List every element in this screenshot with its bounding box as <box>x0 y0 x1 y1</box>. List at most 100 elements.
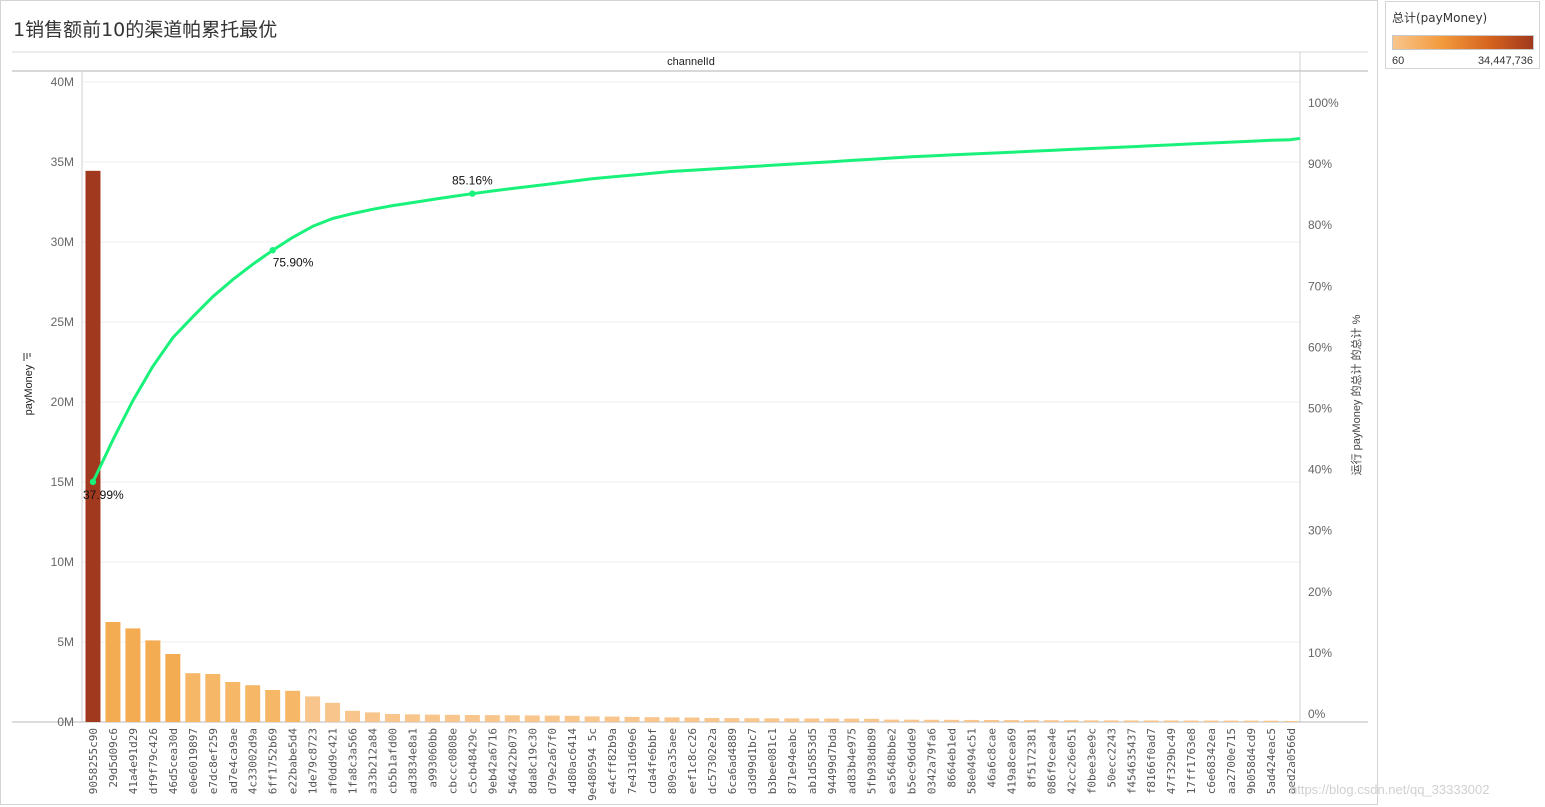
x-tick-label: 17ff1763e8 <box>1185 728 1198 794</box>
x-tick-label: af0dd9c421 <box>327 728 340 794</box>
x-tick-label: 546422b073 <box>506 728 519 794</box>
x-tick-label: ea5648bbe2 <box>886 728 899 794</box>
x-axis-category-labels: 9058255c90 29d5d09c6 41a4e91d29 df9f79c426 4… <box>87 728 1298 801</box>
y-left-tick-label: 40M <box>51 75 74 89</box>
bar <box>225 682 241 722</box>
x-tick-label: eef1c8cc26 <box>686 728 699 794</box>
x-tick-label: 809ca35aee <box>666 728 679 794</box>
x-tick-label: 9b058d4cd9 <box>1245 728 1258 794</box>
x-tick-label: a33b212a84 <box>367 728 380 795</box>
x-tick-label: 46d5cea30d <box>167 728 180 794</box>
column-header: channelId <box>667 56 715 68</box>
bar <box>265 690 281 722</box>
bar <box>305 696 321 722</box>
bar <box>504 715 520 722</box>
x-tick-label: ad83b4e975 <box>846 728 859 794</box>
x-tick-label: 9058255c90 <box>87 728 100 794</box>
x-tick-label: 419a8cea69 <box>1005 728 1018 794</box>
bar <box>484 715 500 722</box>
bar <box>744 718 760 722</box>
legend-min-label: 60 <box>1392 55 1405 67</box>
color-legend[interactable]: 总计(payMoney) 60 34,447,736 <box>1385 1 1540 69</box>
bar <box>325 702 341 722</box>
bar <box>285 690 301 722</box>
bar <box>544 715 560 722</box>
y-right-tick-label: 100% <box>1308 96 1339 110</box>
x-tick-label: 46a6c8cae <box>986 728 999 788</box>
x-tick-label: d79e2a67f0 <box>546 728 559 794</box>
bar <box>1183 720 1199 722</box>
bar <box>1203 720 1219 722</box>
bar <box>185 673 201 722</box>
bar <box>1103 720 1119 722</box>
annotation-label: 37.99% <box>83 488 124 502</box>
bar <box>644 717 660 722</box>
x-tick-label: aa2700e715 <box>1225 728 1238 794</box>
x-tick-label: c6e68342ea <box>1205 728 1218 794</box>
x-tick-label: ad7e4ca9ae <box>227 728 240 794</box>
x-tick-label: e7dc8ef259 <box>207 728 220 794</box>
bar <box>1263 720 1279 722</box>
bar <box>764 718 780 722</box>
bar <box>444 714 460 722</box>
x-tick-label: 94499d7bda <box>826 728 839 794</box>
y-axis-right-label[interactable]: 运行 payMoney 的总计 的总计 % <box>1349 314 1363 475</box>
bar <box>884 719 900 722</box>
bar <box>824 718 840 722</box>
x-tick-label: 47f329bc49 <box>1165 728 1178 794</box>
cumulative-line-tail <box>1290 136 1301 142</box>
bar <box>984 720 999 722</box>
x-tick-label: e0e6019897 <box>187 728 200 794</box>
x-tick-label: f8166f0ad7 <box>1145 728 1158 794</box>
x-tick-label: aed2a0566d <box>1285 728 1298 794</box>
cumulative-line-series: 37.99% 75.90% 85.16% <box>83 136 1301 502</box>
bar <box>1123 720 1139 722</box>
x-tick-label: 8f5172381 <box>1025 728 1038 788</box>
y-right-tick-label: 0% <box>1308 707 1326 721</box>
bar <box>1063 720 1079 722</box>
chart-frame <box>12 51 1368 723</box>
bar <box>345 710 361 722</box>
watermark: https://blog.csdn.net/qq_33333002 <box>1290 782 1490 797</box>
bar <box>1043 720 1059 722</box>
bar <box>245 685 261 722</box>
y-right-tick-label: 70% <box>1308 279 1332 293</box>
sort-icon[interactable] <box>23 353 31 361</box>
annotation-label: 75.90% <box>273 255 314 269</box>
x-tick-label: 8664eb1ed <box>946 728 959 788</box>
bar <box>1083 720 1099 722</box>
legend-max-label: 34,447,736 <box>1477 55 1533 67</box>
x-tick-label: 8da8c19c30 <box>526 728 539 794</box>
bar <box>864 718 880 722</box>
bar <box>1143 720 1159 722</box>
bar <box>205 674 221 722</box>
x-tick-label: cda4fe6bbf <box>646 728 659 794</box>
annotation-label: 85.16% <box>452 174 493 188</box>
x-tick-label: 7e431d69e6 <box>626 728 639 794</box>
legend-color-ramp <box>1392 35 1534 50</box>
bar <box>365 712 381 722</box>
x-tick-label: f0bee3ee9c <box>1085 728 1098 794</box>
y-right-tick-label: 20% <box>1308 585 1332 599</box>
pareto-chart: channelId payMoney 运行 payMoney 的总计 的总计 %… <box>12 51 1368 801</box>
y-axis-left-ticks: 0M 5M 10M 15M 20M 25M 30M 35M 40M <box>51 75 74 729</box>
x-tick-label: 1fa8c3a566 <box>347 728 360 794</box>
y-left-tick-label: 5M <box>57 635 74 649</box>
x-tick-label: 086f9cea4e <box>1045 728 1058 794</box>
gridlines <box>82 81 1300 643</box>
x-tick-label: 6ff1752b69 <box>267 728 280 794</box>
x-tick-label: 9e480594 5c <box>586 728 599 801</box>
x-tick-label: f454635437 <box>1125 728 1138 794</box>
bar <box>704 718 720 722</box>
bar <box>1243 720 1259 722</box>
annotation-marker <box>269 247 276 254</box>
y-right-tick-label: 80% <box>1308 218 1332 232</box>
bar <box>924 719 940 722</box>
y-left-tick-label: 20M <box>51 395 74 409</box>
bar <box>604 716 620 722</box>
y-axis-right-ticks: 0% 10% 20% 30% 40% 50% 60% 70% 80% 90% 100% <box>1308 96 1339 721</box>
bar <box>464 714 480 722</box>
bar <box>385 714 400 722</box>
bar <box>564 715 580 722</box>
y-axis-left-label[interactable]: payMoney <box>23 364 35 415</box>
